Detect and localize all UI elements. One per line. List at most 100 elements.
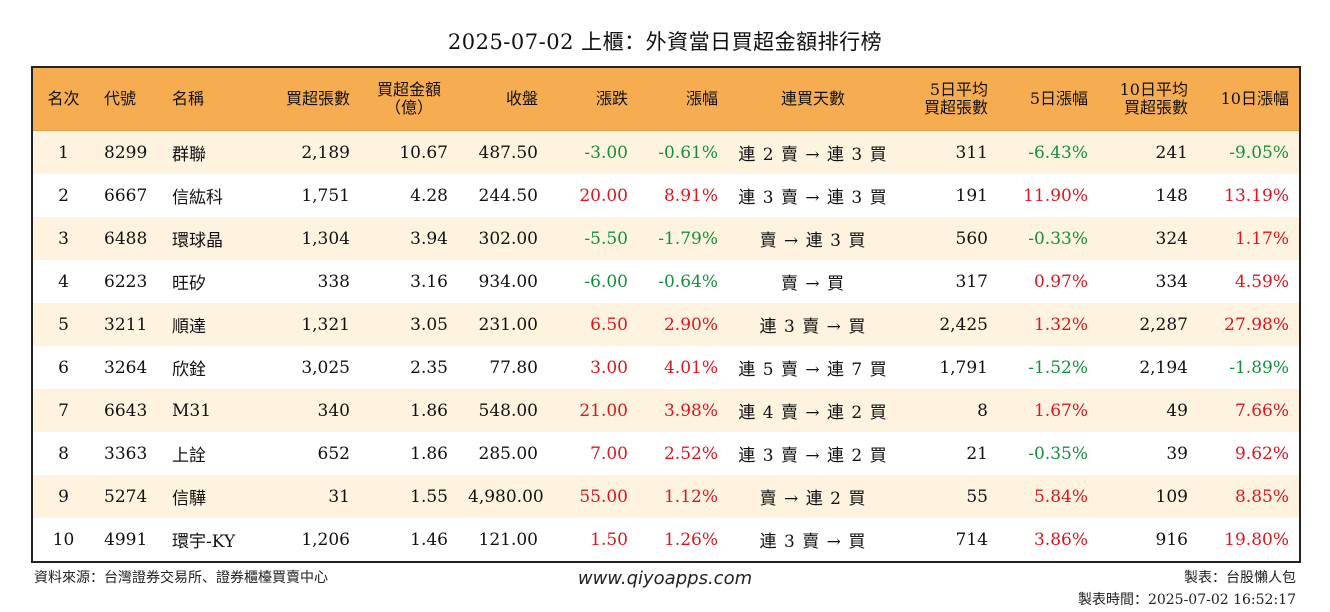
col-header-avg10-line1: 10日平均 bbox=[1119, 80, 1188, 99]
cell-streak: 連 3 賣 → 連 3 買 bbox=[728, 174, 898, 217]
cell-name: 環宇-KY bbox=[162, 518, 257, 562]
data-source: 資料來源：台灣證券交易所、證券櫃檯買賣中心 bbox=[34, 570, 328, 586]
cell-net-buy-amount: 3.16 bbox=[360, 260, 458, 303]
cell-streak: 連 2 賣 → 連 3 買 bbox=[728, 130, 898, 174]
cell-code: 3264 bbox=[94, 346, 162, 389]
cell-net-buy-amount: 3.94 bbox=[360, 217, 458, 260]
website-link[interactable]: www.qiyoapps.com bbox=[577, 568, 753, 589]
cell-net-buy-lots: 338 bbox=[257, 260, 360, 303]
cell-close: 77.80 bbox=[458, 346, 548, 389]
cell-avg10: 916 bbox=[1098, 518, 1198, 562]
cell-pct5: 1.67% bbox=[998, 389, 1098, 432]
cell-streak: 連 3 賣 → 買 bbox=[728, 303, 898, 346]
col-header-avg5: 5日平均 買超張數 bbox=[898, 67, 998, 131]
cell-streak: 連 5 賣 → 連 7 買 bbox=[728, 346, 898, 389]
cell-pct10: 9.62% bbox=[1198, 432, 1300, 475]
cell-change-pct: -1.79% bbox=[638, 217, 728, 260]
cell-rank: 6 bbox=[32, 346, 94, 389]
table-row: 5 3211 順達 1,321 3.05 231.00 6.50 2.90% 連 3 賣 → 買… bbox=[32, 303, 1300, 346]
col-header-pct5: 5日漲幅 bbox=[998, 67, 1098, 131]
table-row: 6 3264 欣銓 3,025 2.35 77.80 3.00 4.01% 連 5 賣 → 連 … bbox=[32, 346, 1300, 389]
cell-name: 環球晶 bbox=[162, 217, 257, 260]
cell-net-buy-amount: 1.86 bbox=[360, 432, 458, 475]
cell-name: 上詮 bbox=[162, 432, 257, 475]
table-row: 2 6667 信紘科 1,751 4.28 244.50 20.00 8.91% 連 3 賣 →… bbox=[32, 174, 1300, 217]
cell-close: 121.00 bbox=[458, 518, 548, 562]
col-header-change-pct: 漲幅 bbox=[638, 67, 728, 131]
cell-streak: 連 4 賣 → 連 2 買 bbox=[728, 389, 898, 432]
cell-close: 548.00 bbox=[458, 389, 548, 432]
col-header-avg5-line2: 買超張數 bbox=[923, 98, 988, 117]
table-row: 4 6223 旺矽 338 3.16 934.00 -6.00 -0.64% 賣 → 買 317 0… bbox=[32, 260, 1300, 303]
cell-code: 6488 bbox=[94, 217, 162, 260]
made-time-label: 製表時間：2025-07-02 16:52:17 bbox=[1077, 592, 1296, 608]
cell-pct10: 13.19% bbox=[1198, 174, 1300, 217]
table-row: 7 6643 M31 340 1.86 548.00 21.00 3.98% 連 4 賣 → 連… bbox=[32, 389, 1300, 432]
cell-pct5: -1.52% bbox=[998, 346, 1098, 389]
cell-change-pct: -0.64% bbox=[638, 260, 728, 303]
cell-net-buy-amount: 3.05 bbox=[360, 303, 458, 346]
cell-net-buy-lots: 340 bbox=[257, 389, 360, 432]
cell-net-buy-amount: 1.86 bbox=[360, 389, 458, 432]
cell-net-buy-amount: 1.46 bbox=[360, 518, 458, 562]
table-row: 8 3363 上詮 652 1.86 285.00 7.00 2.52% 連 3 賣 → 連 2… bbox=[32, 432, 1300, 475]
col-header-net-buy-amount: 買超金額 （億） bbox=[360, 67, 458, 131]
col-header-pct10: 10日漲幅 bbox=[1198, 67, 1300, 131]
col-header-avg10-line2: 買超張數 bbox=[1123, 98, 1188, 117]
cell-streak: 連 3 賣 → 連 2 買 bbox=[728, 432, 898, 475]
col-header-change: 漲跌 bbox=[548, 67, 638, 131]
cell-change: 55.00 bbox=[548, 475, 638, 518]
cell-code: 8299 bbox=[94, 130, 162, 174]
cell-close: 244.50 bbox=[458, 174, 548, 217]
cell-net-buy-amount: 2.35 bbox=[360, 346, 458, 389]
cell-pct10: 4.59% bbox=[1198, 260, 1300, 303]
footer-credits: 製表：台股懶人包 製表時間：2025-07-02 16:52:17 bbox=[1078, 567, 1296, 611]
cell-streak: 賣 → 買 bbox=[728, 260, 898, 303]
cell-avg10: 109 bbox=[1098, 475, 1198, 518]
table-header-row: 名次 代號 名稱 買超張數 買超金額 （億） 收盤 漲跌 漲幅 連買天數 5日平… bbox=[32, 67, 1300, 131]
cell-name: 信驊 bbox=[162, 475, 257, 518]
cell-code: 4991 bbox=[94, 518, 162, 562]
cell-avg5: 311 bbox=[898, 130, 998, 174]
col-header-net-buy-amount-line1: 買超金額 bbox=[376, 80, 441, 99]
cell-rank: 3 bbox=[32, 217, 94, 260]
cell-code: 6223 bbox=[94, 260, 162, 303]
cell-pct5: -0.35% bbox=[998, 432, 1098, 475]
cell-name: 旺矽 bbox=[162, 260, 257, 303]
cell-rank: 4 bbox=[32, 260, 94, 303]
page-title: 2025-07-02 上櫃：外資當日買超金額排行榜 bbox=[447, 30, 883, 54]
cell-name: 信紘科 bbox=[162, 174, 257, 217]
table-row: 1 8299 群聯 2,189 10.67 487.50 -3.00 -0.61% 連 2 賣 … bbox=[32, 130, 1300, 174]
cell-net-buy-lots: 2,189 bbox=[257, 130, 360, 174]
cell-close: 487.50 bbox=[458, 130, 548, 174]
cell-streak: 賣 → 連 2 買 bbox=[728, 475, 898, 518]
cell-streak: 賣 → 連 3 買 bbox=[728, 217, 898, 260]
cell-rank: 10 bbox=[32, 518, 94, 562]
cell-avg5: 1,791 bbox=[898, 346, 998, 389]
cell-change: 20.00 bbox=[548, 174, 638, 217]
cell-name: M31 bbox=[162, 389, 257, 432]
cell-pct5: 11.90% bbox=[998, 174, 1098, 217]
cell-pct5: -6.43% bbox=[998, 130, 1098, 174]
col-header-rank: 名次 bbox=[32, 67, 94, 131]
cell-avg10: 334 bbox=[1098, 260, 1198, 303]
cell-avg10: 324 bbox=[1098, 217, 1198, 260]
cell-code: 3363 bbox=[94, 432, 162, 475]
cell-change-pct: 2.52% bbox=[638, 432, 728, 475]
cell-avg5: 8 bbox=[898, 389, 998, 432]
cell-avg10: 2,194 bbox=[1098, 346, 1198, 389]
cell-pct10: 1.17% bbox=[1198, 217, 1300, 260]
col-header-name: 名稱 bbox=[162, 67, 257, 131]
cell-avg10: 49 bbox=[1098, 389, 1198, 432]
cell-avg10: 2,287 bbox=[1098, 303, 1198, 346]
cell-avg5: 21 bbox=[898, 432, 998, 475]
cell-avg5: 55 bbox=[898, 475, 998, 518]
cell-code: 6667 bbox=[94, 174, 162, 217]
cell-net-buy-lots: 652 bbox=[257, 432, 360, 475]
cell-pct5: 1.32% bbox=[998, 303, 1098, 346]
cell-net-buy-lots: 1,751 bbox=[257, 174, 360, 217]
col-header-close: 收盤 bbox=[458, 67, 548, 131]
cell-avg5: 317 bbox=[898, 260, 998, 303]
col-header-code: 代號 bbox=[94, 67, 162, 131]
cell-rank: 8 bbox=[32, 432, 94, 475]
